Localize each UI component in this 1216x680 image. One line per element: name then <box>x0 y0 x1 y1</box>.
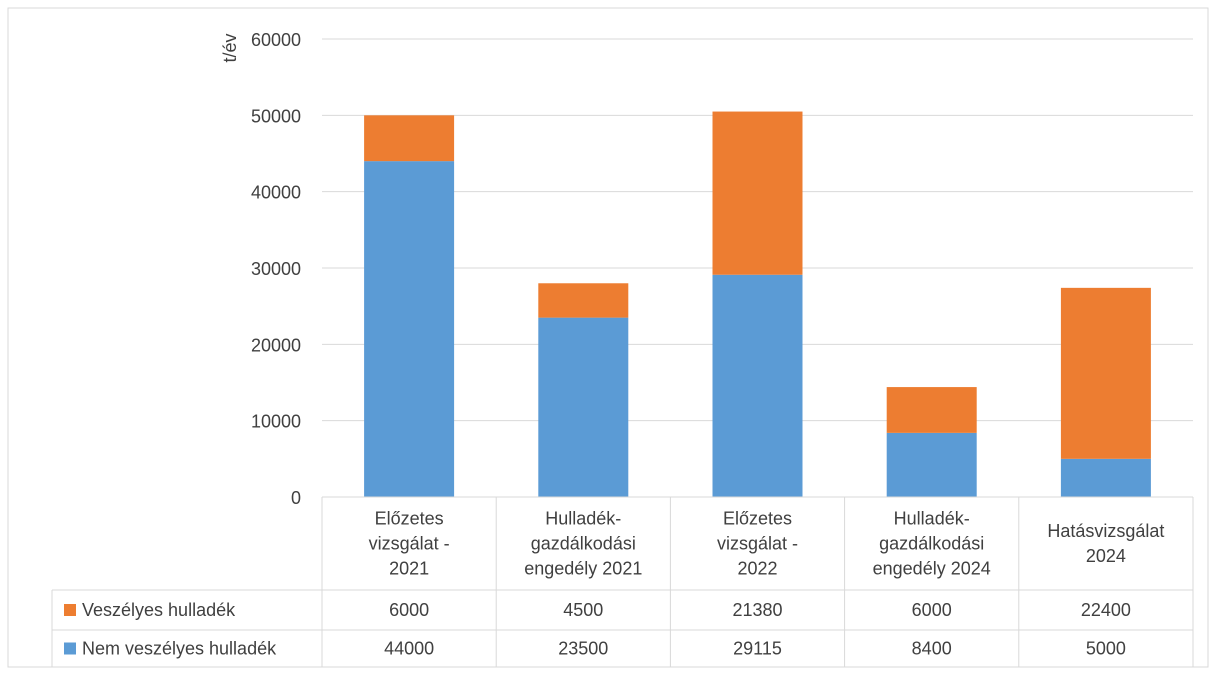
x-tick-label: gazdálkodási <box>531 534 636 554</box>
data-label: 21380 <box>732 600 782 620</box>
x-tick-label: 2022 <box>737 559 777 579</box>
data-label: 22400 <box>1081 600 1131 620</box>
bar-segment-veszelyes <box>886 387 977 433</box>
bar-segment-nem-veszelyes <box>364 161 455 497</box>
data-label: 6000 <box>389 600 429 620</box>
legend-swatch-nem-veszelyes <box>64 642 76 655</box>
y-tick-label: 20000 <box>251 335 301 355</box>
x-tick-label: vizsgálat - <box>717 534 798 554</box>
x-tick-label: 2021 <box>389 559 429 579</box>
x-tick-label: Hatásvizsgálat <box>1047 521 1164 541</box>
y-tick-label: 10000 <box>251 412 301 432</box>
data-label: 29115 <box>733 639 782 659</box>
legend-label-veszelyes: Veszélyes hulladék <box>82 600 236 620</box>
data-label: 23500 <box>558 639 608 659</box>
bar-segment-nem-veszelyes <box>538 317 629 497</box>
bar-segment-veszelyes <box>712 111 803 275</box>
x-tick-label: engedély 2021 <box>524 559 642 579</box>
x-tick-label: engedély 2024 <box>873 559 991 579</box>
x-tick-label: Előzetes <box>375 509 444 529</box>
bar-segment-veszelyes <box>364 115 455 162</box>
y-tick-label: 60000 <box>251 30 301 50</box>
legend-label-nem-veszelyes: Nem veszélyes hulladék <box>82 639 277 659</box>
x-tick-label: Hulladék- <box>545 509 621 529</box>
bar-segment-nem-veszelyes <box>886 432 977 497</box>
data-label: 44000 <box>384 639 434 659</box>
x-tick-label: Hulladék- <box>894 509 970 529</box>
data-label: 8400 <box>912 639 952 659</box>
y-axis-label: t/év <box>220 33 240 62</box>
legend-swatch-veszelyes <box>64 604 76 616</box>
bar-segment-veszelyes <box>1060 287 1151 459</box>
bar-segment-nem-veszelyes <box>712 274 803 497</box>
y-tick-label: 40000 <box>251 183 301 203</box>
data-label: 5000 <box>1086 639 1126 659</box>
data-label: 6000 <box>912 600 952 620</box>
bar-segment-veszelyes <box>538 283 629 318</box>
data-label: 4500 <box>563 600 603 620</box>
y-tick-label: 30000 <box>251 259 301 279</box>
x-tick-label: vizsgálat - <box>369 534 450 554</box>
bar-segment-nem-veszelyes <box>1060 458 1151 497</box>
y-tick-label: 50000 <box>251 106 301 126</box>
x-tick-label: 2024 <box>1086 546 1126 566</box>
y-tick-label: 0 <box>291 488 301 508</box>
x-tick-label: gazdálkodási <box>879 534 984 554</box>
x-tick-label: Előzetes <box>723 509 792 529</box>
